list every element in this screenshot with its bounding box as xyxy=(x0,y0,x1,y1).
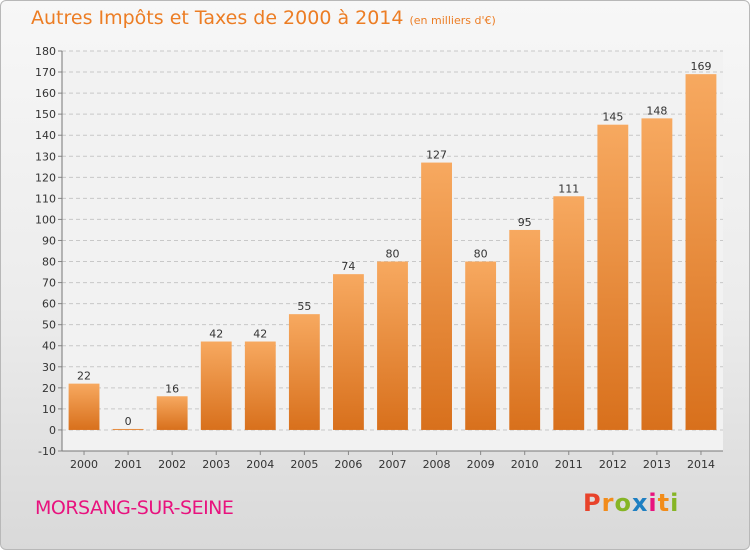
logo-letter: o xyxy=(614,489,632,517)
x-tick-label: 2006 xyxy=(334,458,362,471)
logo-letter: t xyxy=(657,489,671,517)
y-tick-label: 140 xyxy=(35,129,56,142)
y-tick-label: 70 xyxy=(42,277,56,290)
bar xyxy=(156,396,188,430)
y-tick-label: 170 xyxy=(35,66,56,79)
y-tick-label: 160 xyxy=(35,87,56,100)
y-tick-label: 180 xyxy=(35,45,56,58)
y-tick-label: 150 xyxy=(35,108,56,121)
x-tick-label: 2012 xyxy=(599,458,627,471)
data-label: 22 xyxy=(77,370,91,383)
data-label: 42 xyxy=(209,328,223,341)
x-tick-label: 2009 xyxy=(467,458,495,471)
chart-subtitle: (en milliers d'€) xyxy=(409,14,496,27)
x-tick-label: 2007 xyxy=(379,458,407,471)
data-label: 80 xyxy=(386,248,400,261)
y-tick-label: 130 xyxy=(35,150,56,163)
data-label: 80 xyxy=(474,248,488,261)
data-label: 0 xyxy=(125,415,132,428)
y-tick-label: 50 xyxy=(42,319,56,332)
bar xyxy=(509,229,541,430)
logo-letter: P xyxy=(583,489,602,517)
bar xyxy=(685,74,717,430)
x-tick-label: 2014 xyxy=(687,458,715,471)
y-tick-label: -10 xyxy=(38,445,56,458)
y-tick-label: 120 xyxy=(35,171,56,184)
bar xyxy=(597,124,629,430)
data-label: 42 xyxy=(253,328,267,341)
y-tick-label: 0 xyxy=(49,424,56,437)
data-label: 55 xyxy=(297,300,311,313)
x-tick-label: 2010 xyxy=(511,458,539,471)
logo-letter: i xyxy=(670,489,680,517)
x-tick-label: 2000 xyxy=(70,458,98,471)
data-label: 95 xyxy=(518,216,532,229)
y-tick-label: 100 xyxy=(35,213,56,226)
chart-title: Autres Impôts et Taxes de 2000 à 2014 (en… xyxy=(31,7,496,29)
bar xyxy=(377,261,408,430)
y-tick-label: 90 xyxy=(42,234,56,247)
y-tick-label: 110 xyxy=(35,192,56,205)
data-label: 111 xyxy=(558,182,579,195)
x-tick-label: 2011 xyxy=(555,458,583,471)
title-text: Autres Impôts et Taxes de 2000 à 2014 xyxy=(31,7,404,29)
bar xyxy=(333,274,364,430)
y-tick-label: 60 xyxy=(42,298,56,311)
y-tick-label: 40 xyxy=(42,340,56,353)
bar xyxy=(200,341,232,430)
bar xyxy=(244,341,276,430)
y-tick-label: 10 xyxy=(42,403,56,416)
bar xyxy=(641,118,673,430)
logo-letter: x xyxy=(631,489,649,517)
data-label: 127 xyxy=(426,149,447,162)
y-tick-label: 80 xyxy=(42,256,56,269)
x-tick-label: 2005 xyxy=(290,458,318,471)
bar xyxy=(465,261,497,430)
bar xyxy=(68,383,100,430)
bar xyxy=(421,162,452,430)
x-tick-label: 2003 xyxy=(202,458,230,471)
y-tick-label: 30 xyxy=(42,361,56,374)
proxiti-logo: Proxiti xyxy=(583,489,679,517)
logo-letter: r xyxy=(601,489,615,517)
x-tick-label: 2002 xyxy=(158,458,186,471)
location-name: MORSANG-SUR-SEINE xyxy=(35,497,234,519)
x-tick-label: 2008 xyxy=(423,458,451,471)
bar xyxy=(553,196,585,430)
x-tick-label: 2001 xyxy=(114,458,142,471)
data-label: 148 xyxy=(646,104,667,117)
data-label: 74 xyxy=(341,260,355,273)
bar xyxy=(112,428,144,430)
data-label: 169 xyxy=(690,60,711,73)
y-tick-label: 20 xyxy=(42,382,56,395)
logo-letter: i xyxy=(648,489,658,517)
x-tick-label: 2013 xyxy=(643,458,671,471)
bar xyxy=(288,314,320,430)
data-label: 16 xyxy=(165,382,179,395)
x-tick-label: 2004 xyxy=(246,458,274,471)
data-label: 145 xyxy=(602,111,623,124)
